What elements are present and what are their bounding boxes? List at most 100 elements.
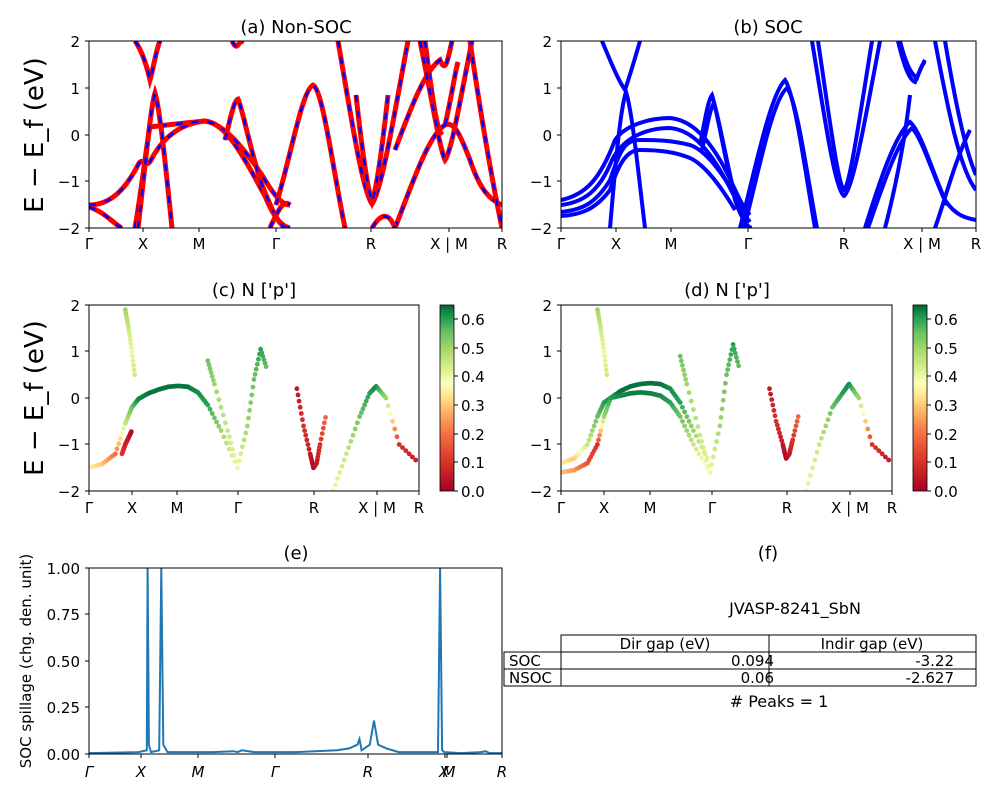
band-point bbox=[126, 325, 131, 331]
e-xtick-m2: M bbox=[443, 763, 456, 781]
c-cbar-02: 0.2 bbox=[461, 426, 485, 444]
gap-table bbox=[503, 634, 977, 687]
c-xtick-gamma1: Γ bbox=[85, 499, 94, 517]
band-point bbox=[131, 363, 137, 368]
band-point bbox=[700, 445, 706, 450]
band-point bbox=[214, 419, 220, 425]
band-point bbox=[691, 428, 696, 433]
b-xtick-gamma2: Γ bbox=[744, 235, 753, 253]
band-point bbox=[684, 414, 690, 419]
band-b-10 bbox=[742, 85, 819, 228]
band-point bbox=[298, 411, 304, 416]
band-point bbox=[712, 446, 718, 452]
panel-c-colorbar: 0.6 0.5 0.4 0.3 0.2 0.1 0.0 bbox=[439, 304, 485, 501]
band-point bbox=[130, 358, 136, 364]
band-point bbox=[604, 372, 610, 378]
panel-c-xticks: Γ X M Γ R X | M R bbox=[85, 491, 424, 517]
band-b-4 bbox=[561, 147, 737, 218]
band-point bbox=[126, 329, 132, 335]
band-point bbox=[413, 457, 419, 463]
band-point bbox=[330, 488, 336, 491]
table-row-soc-dir: 0.094 bbox=[731, 652, 774, 670]
a-xtick-r: R bbox=[366, 235, 376, 253]
table-row-soc-indir: -3.22 bbox=[915, 652, 954, 670]
band-point bbox=[225, 428, 231, 433]
a-xtick-gamma2: Γ bbox=[272, 235, 281, 253]
band-a-10-dash bbox=[393, 123, 502, 228]
e-ytick-025: 0.25 bbox=[47, 699, 80, 717]
band-b-18 bbox=[933, 41, 976, 192]
band-point bbox=[680, 363, 685, 368]
band-point bbox=[693, 446, 699, 452]
band-point bbox=[682, 409, 687, 415]
d-cbar-06: 0.6 bbox=[934, 311, 958, 329]
band-point bbox=[768, 391, 773, 397]
band-point bbox=[113, 451, 118, 457]
band-point bbox=[388, 411, 393, 416]
band-a-5-dash bbox=[223, 97, 287, 228]
band-point bbox=[119, 431, 125, 436]
band-point bbox=[209, 411, 215, 416]
band-point bbox=[812, 457, 818, 463]
band-point bbox=[709, 462, 714, 467]
band-point bbox=[132, 372, 138, 378]
band-point bbox=[865, 426, 871, 432]
b-ytick-0: 0 bbox=[542, 127, 552, 145]
band-point bbox=[699, 439, 705, 444]
band-point bbox=[794, 418, 800, 424]
band-point bbox=[717, 423, 723, 429]
panel-a-xticks: Γ X M Γ R X | M R bbox=[85, 228, 507, 253]
band-point bbox=[772, 413, 778, 419]
d-ytick-1: 1 bbox=[542, 343, 552, 361]
band-a-8 bbox=[335, 41, 411, 209]
band-b-12 bbox=[816, 41, 874, 193]
band-point bbox=[357, 414, 362, 419]
panel-b-xticks: Γ X M Γ R X | M R bbox=[557, 228, 981, 253]
band-point bbox=[680, 404, 685, 410]
c-xtick-m: M bbox=[171, 499, 184, 517]
band-point bbox=[295, 392, 301, 398]
band-point bbox=[226, 434, 232, 440]
band-point bbox=[816, 442, 822, 447]
panel-d-points bbox=[561, 307, 892, 491]
d-xtick-x: X bbox=[599, 499, 609, 517]
band-point bbox=[805, 480, 811, 486]
band-point bbox=[254, 361, 260, 367]
band-point bbox=[790, 437, 796, 443]
band-point bbox=[223, 420, 228, 426]
band-point bbox=[680, 418, 685, 424]
d-cbar-01: 0.1 bbox=[934, 454, 958, 472]
d-cbar-02: 0.2 bbox=[934, 426, 958, 444]
band-point bbox=[230, 446, 236, 452]
b-xtick-xm: X | M bbox=[903, 235, 941, 253]
panel-d-title: (d) N ['p'] bbox=[684, 280, 770, 301]
band-a-13-dash bbox=[418, 41, 474, 163]
panel-d-xticks: Γ X M Γ R X | M R bbox=[557, 491, 897, 517]
band-a-11-dash bbox=[393, 41, 454, 151]
e-xtick-x: X bbox=[135, 763, 147, 781]
band-point bbox=[129, 349, 135, 354]
e-xtick-gamma2: Γ bbox=[271, 763, 281, 781]
band-point bbox=[688, 437, 694, 443]
a-xtick-m: M bbox=[193, 235, 206, 253]
band-point bbox=[684, 381, 690, 387]
band-b-8 bbox=[700, 98, 739, 206]
band-point bbox=[879, 451, 885, 457]
band-b-14 bbox=[866, 125, 949, 228]
band-point bbox=[248, 400, 254, 405]
band-point bbox=[808, 473, 813, 478]
band-point bbox=[883, 454, 888, 460]
band-point bbox=[686, 432, 692, 438]
band-b-11 bbox=[810, 41, 882, 199]
table-row-nsoc-indir: -2.627 bbox=[906, 669, 954, 687]
band-point bbox=[860, 411, 866, 416]
band-point bbox=[224, 440, 229, 446]
band-point bbox=[131, 367, 137, 373]
d-cbar-03: 0.3 bbox=[934, 397, 958, 415]
band-point bbox=[869, 442, 875, 447]
c-ytick-2: 2 bbox=[70, 297, 80, 315]
b-xtick-m: M bbox=[665, 235, 678, 253]
c-ytick-0: 0 bbox=[70, 390, 80, 408]
band-a-9 bbox=[353, 94, 391, 210]
